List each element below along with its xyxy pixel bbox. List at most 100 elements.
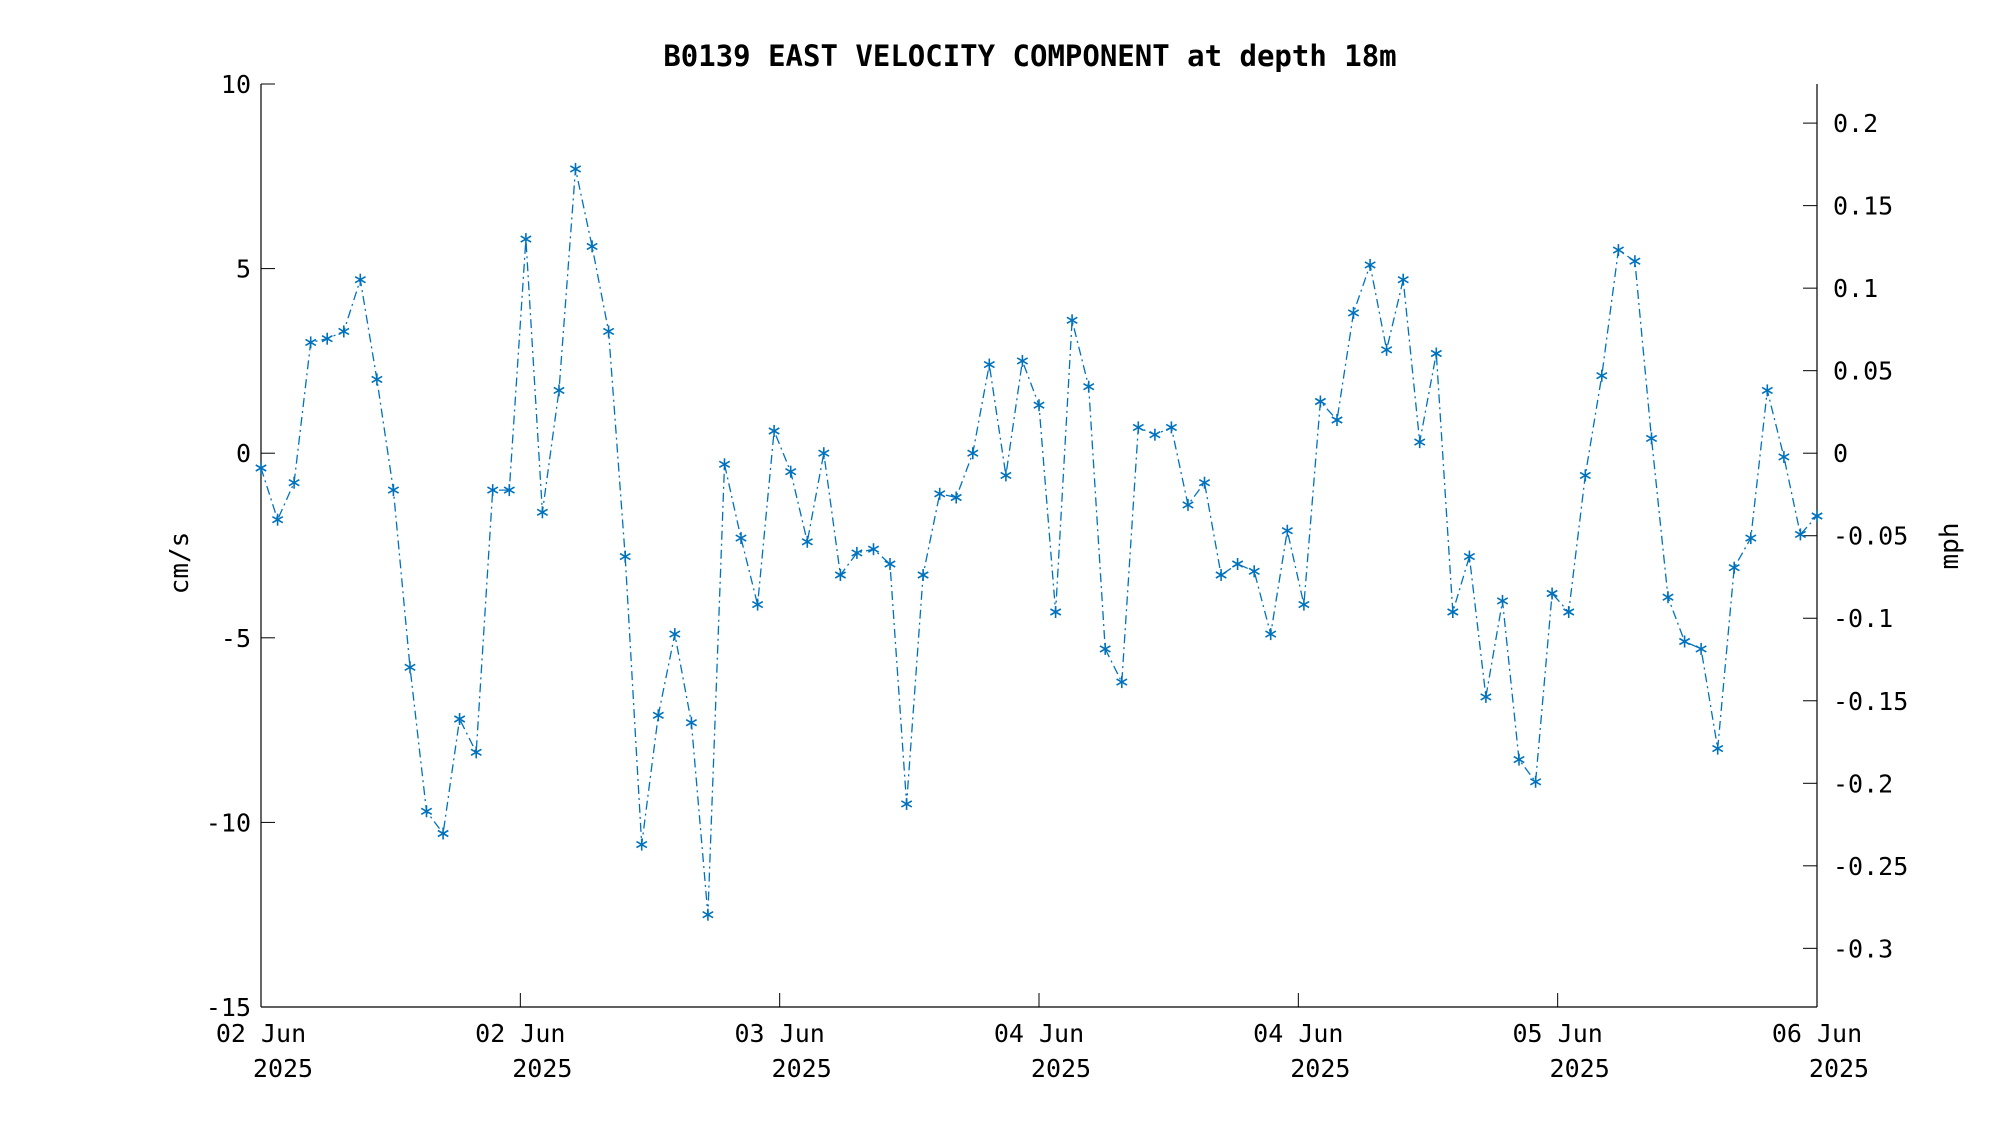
x-tick-label-year: 2025 [1031,1054,1091,1083]
x-tick-label-year: 2025 [1290,1054,1350,1083]
y-tick-label: 5 [236,255,251,284]
data-point [1231,558,1244,570]
data-point [288,476,300,489]
x-tick-label-day: 03 Jun [735,1019,825,1048]
data-point [1447,606,1459,618]
data-point [404,661,416,674]
data-point [1083,380,1095,393]
data-point [1314,395,1327,408]
data-point [1248,565,1260,578]
data-point [1662,591,1674,604]
data-point [1612,244,1625,257]
data-point [834,569,847,581]
data-point [1811,510,1823,522]
x-tick-label-year: 2025 [512,1054,572,1083]
data-point [1298,598,1310,611]
x-tick-label-day: 04 Jun [1253,1019,1343,1048]
y2-tick-label: -0.1 [1833,604,1893,633]
data-point [1463,550,1476,563]
data-point [917,569,929,581]
data-point [1778,450,1790,463]
data-point [1000,469,1012,482]
series-layer [255,162,1823,921]
data-point [1596,369,1608,382]
x-tick-label-day: 05 Jun [1513,1019,1603,1048]
data-point [1546,587,1558,600]
y2-tick-label: -0.2 [1833,769,1893,798]
data-point [934,487,946,500]
y2-tick-label: 0.1 [1833,274,1878,303]
data-point [1397,273,1409,286]
data-point [1579,469,1591,482]
data-point [1761,384,1773,397]
data-point [718,458,731,471]
data-point [983,358,995,371]
data-point [1066,314,1078,327]
data-point [685,716,698,729]
data-point [1033,399,1045,412]
data-point [1347,306,1360,319]
series-line [260,168,1818,915]
y2-tick-label: -0.15 [1833,687,1908,716]
y-tick-label: 0 [236,439,251,468]
data-point [602,325,615,338]
y2-tick-label: 0.15 [1833,192,1893,221]
data-point [1529,775,1542,788]
data-point [536,506,549,519]
data-point [487,484,499,497]
x-tick-label-day: 02 Jun [216,1019,306,1048]
data-point [1132,421,1144,434]
data-point [569,162,582,175]
data-point [851,546,863,559]
x-tick-label-year: 2025 [253,1054,313,1083]
x-tick-label-day: 04 Jun [994,1019,1084,1048]
data-point [1678,635,1691,648]
data-point [1430,347,1442,360]
data-point [636,838,648,851]
data-point [818,447,830,460]
data-point [1182,498,1194,511]
data-point [967,447,979,460]
data-point [1331,414,1343,426]
data-point [1695,642,1707,655]
data-point [553,384,565,397]
data-point [1380,343,1393,356]
data-point [503,484,515,497]
data-point [702,908,714,921]
data-point [900,797,913,810]
data-point [586,240,598,253]
data-point [1049,606,1062,618]
data-point [387,484,400,497]
x-tick-label-year: 2025 [772,1054,832,1083]
data-point [1712,742,1724,755]
data-point [1281,524,1293,537]
data-point [1116,676,1128,689]
data-point [735,532,747,545]
data-point [255,462,267,474]
data-point [801,535,813,548]
data-point [867,543,880,556]
x-tick-label-day: 06 Jun [1772,1019,1862,1048]
data-point [950,491,962,504]
data-point [354,273,366,286]
data-point [321,332,333,345]
x-tick-label-year: 2025 [1550,1054,1610,1083]
data-point [1198,476,1211,489]
y2-tick-label: -0.05 [1833,522,1908,551]
data-point [420,805,433,818]
axes: 10 5 0 -5 -10 -15 0.2 0.15 0.1 0.05 0 -0.05 -0.1 -0.1… [206,70,1908,1083]
data-point [1745,532,1757,545]
data-point [652,709,664,722]
data-point [1149,428,1161,441]
y-tick-label: -5 [221,624,251,653]
data-point [619,550,631,563]
y-tick-label: -10 [206,808,251,837]
data-point [1165,421,1178,434]
data-point [453,713,466,725]
data-point [751,598,764,611]
data-point [1215,569,1227,581]
data-point [520,233,532,246]
y-axis-label: cm/s [165,532,195,595]
x-tick-label-year: 2025 [1809,1054,1869,1083]
